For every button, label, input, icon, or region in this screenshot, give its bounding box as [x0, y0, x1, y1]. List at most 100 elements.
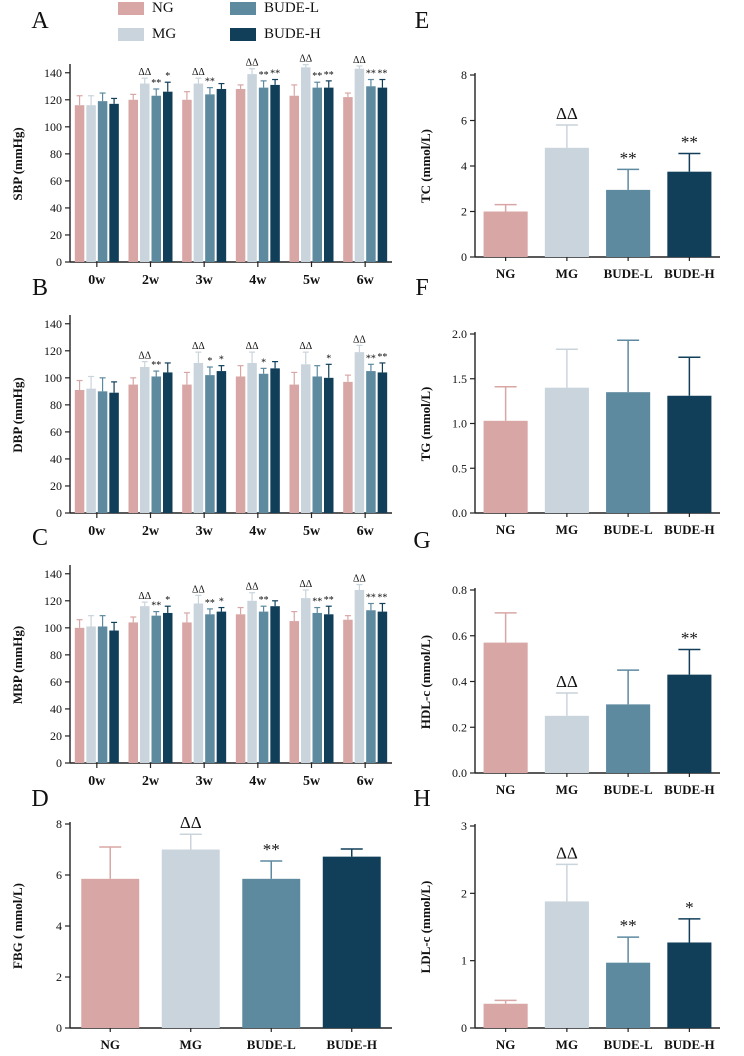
bar	[109, 103, 119, 263]
significance-mark: ΔΔ	[556, 843, 578, 862]
bar	[109, 630, 119, 763]
bar	[377, 372, 388, 513]
bar	[324, 614, 334, 763]
legend-swatch-bude-h	[230, 28, 256, 42]
x-tick-label: MG	[556, 1037, 578, 1052]
bar	[343, 381, 353, 513]
y-tick-label: 0	[56, 255, 62, 269]
significance-mark: ΔΔ	[246, 582, 259, 593]
x-tick-label: BUDE-L	[604, 1037, 653, 1052]
bar	[289, 95, 299, 262]
significance-mark: *	[207, 356, 212, 367]
y-tick-label: 40	[50, 452, 62, 466]
significance-mark: **	[681, 628, 698, 647]
panel-letter: H	[413, 786, 430, 812]
x-tick-label: 0w	[88, 524, 106, 539]
y-tick-label: 40	[50, 201, 62, 215]
y-tick-label: 2	[461, 205, 467, 219]
x-tick-label: NG	[496, 1037, 516, 1052]
x-tick-label: MG	[556, 266, 578, 281]
bar	[301, 67, 311, 263]
x-tick-label: BUDE-L	[604, 266, 653, 281]
bar	[86, 105, 96, 262]
significance-mark: ΔΔ	[353, 574, 366, 585]
significance-mark: ΔΔ	[353, 334, 366, 345]
y-axis-label: TG (mmol/L)	[418, 387, 433, 462]
bar	[322, 856, 381, 1028]
bar	[377, 611, 388, 763]
legend-label-mg: MG	[152, 26, 177, 43]
y-tick-label: 60	[50, 425, 62, 439]
legend-item-bude-l: BUDE-L	[230, 0, 319, 20]
y-tick-label: 0.2	[452, 720, 467, 734]
y-tick-label: 20	[50, 479, 62, 493]
significance-mark: **	[377, 69, 387, 80]
x-tick-label: BUDE-H	[664, 522, 715, 537]
bar	[270, 606, 280, 763]
significance-mark: **	[205, 598, 215, 609]
significance-mark: **	[259, 70, 269, 81]
significance-mark: *	[165, 71, 170, 82]
y-tick-label: 8	[461, 68, 467, 82]
bar	[270, 84, 280, 263]
bar	[235, 88, 246, 262]
significance-mark: **	[620, 148, 637, 167]
legend-label-ng: NG	[152, 0, 174, 17]
y-tick-label: 0	[461, 1021, 467, 1035]
bar	[74, 389, 85, 513]
significance-mark: **	[324, 595, 334, 606]
bar	[312, 376, 322, 513]
bar	[163, 372, 173, 513]
legend-swatch-bude-l	[230, 2, 256, 16]
x-tick-label: NG	[101, 1037, 121, 1052]
y-axis-label: DBP (mmHg)	[10, 377, 25, 452]
bar	[312, 612, 322, 763]
x-tick-label: NG	[496, 522, 516, 537]
x-tick-label: BUDE-L	[604, 522, 653, 537]
bar	[163, 91, 173, 262]
bar	[247, 362, 257, 513]
x-tick-label: MG	[556, 522, 578, 537]
x-tick-label: 3w	[196, 774, 214, 789]
bar	[312, 87, 322, 262]
bar	[193, 83, 204, 262]
y-tick-label: 140	[44, 66, 62, 80]
bar	[86, 626, 96, 763]
significance-mark: ΔΔ	[299, 579, 312, 590]
y-axis-label: MBP (mmHg)	[10, 626, 25, 704]
significance-mark: ΔΔ	[138, 591, 151, 602]
bar	[193, 603, 204, 763]
x-tick-label: BUDE-H	[664, 782, 715, 797]
bar	[247, 74, 257, 262]
bar	[235, 376, 246, 513]
bar	[151, 95, 161, 262]
bar	[128, 622, 138, 763]
panel-d: D FBG ( mmol/L) 0 2 4 6 8 NG ΔΔ MG ** BUDE-L BUDE-H	[10, 786, 392, 1052]
significance-mark: **	[151, 360, 161, 371]
bar	[182, 622, 192, 763]
significance-mark: ΔΔ	[353, 55, 366, 66]
y-tick-label: 60	[50, 174, 62, 188]
significance-mark: **	[259, 595, 269, 606]
bar	[606, 392, 651, 513]
y-tick-label: 6	[56, 868, 62, 882]
significance-mark: *	[165, 595, 170, 606]
y-axis-label: SBP (mmHg)	[10, 127, 25, 200]
legend: NG MG BUDE-L BUDE-H	[118, 0, 378, 50]
y-tick-label: 2.0	[452, 327, 467, 341]
bar	[258, 373, 269, 513]
x-tick-label: BUDE-L	[604, 782, 653, 797]
y-tick-label: 6	[461, 114, 467, 128]
y-tick-label: 1.5	[452, 372, 467, 386]
legend-label-bude-l: BUDE-L	[264, 0, 319, 17]
bar	[128, 384, 138, 513]
significance-mark: ΔΔ	[556, 104, 578, 123]
x-tick-label: NG	[496, 266, 516, 281]
legend-item-bude-h: BUDE-H	[230, 26, 321, 46]
bar	[343, 619, 353, 763]
bar	[74, 105, 85, 262]
